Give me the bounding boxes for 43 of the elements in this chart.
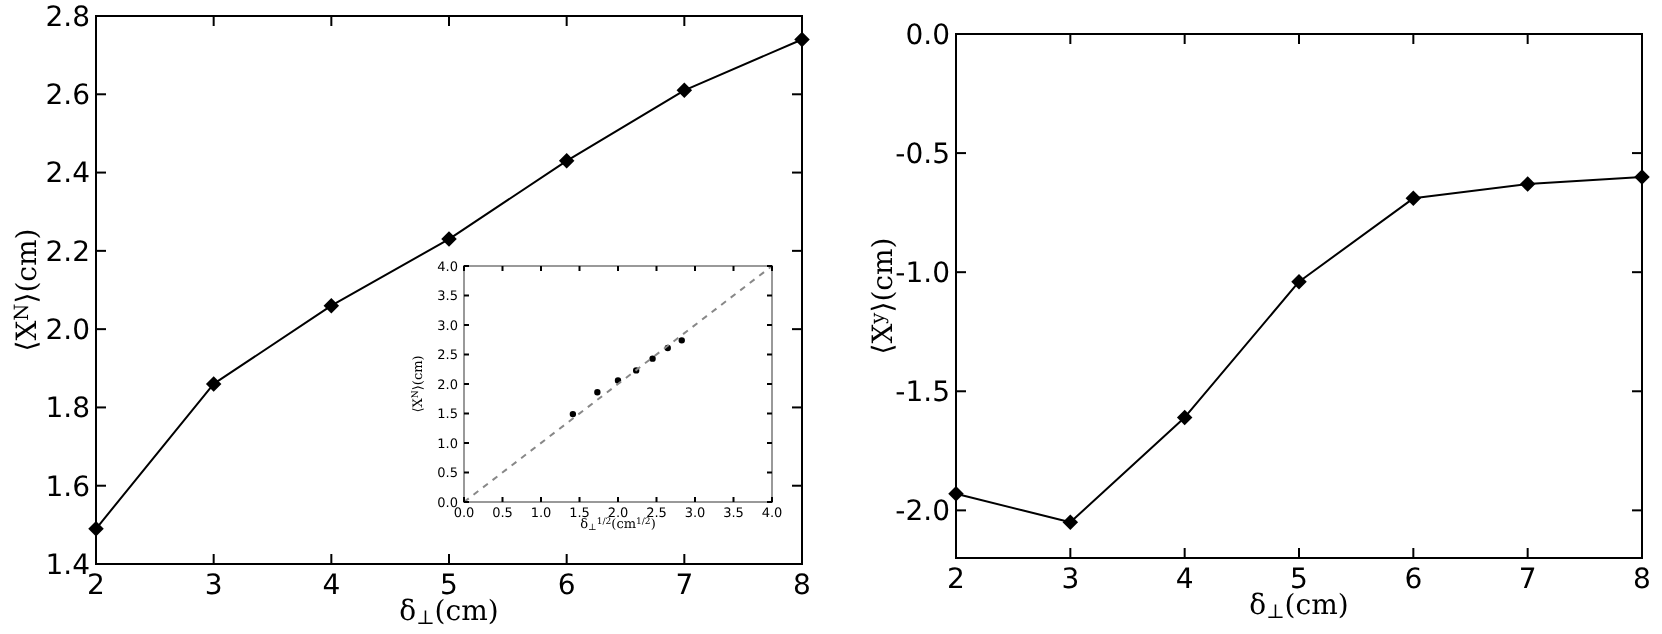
y-tick-label: 0.0 <box>905 19 950 52</box>
x-tick-label: 5 <box>440 570 458 602</box>
x-tick-label: 2 <box>947 564 965 596</box>
y-tick-label: -0.5 <box>895 138 950 171</box>
y-tick-label: 1.4 <box>45 549 91 582</box>
x-tick-label: 4 <box>322 570 341 602</box>
x-tick-label: 7 <box>675 570 694 602</box>
y-tick-label: 2.2 <box>45 236 90 269</box>
point <box>1405 190 1422 207</box>
point <box>1176 409 1193 426</box>
point <box>1291 273 1307 290</box>
y-tick-label: 2.0 <box>45 314 90 347</box>
point <box>676 82 693 99</box>
point <box>205 376 222 392</box>
x-tick-label: 8 <box>1633 564 1651 596</box>
x-tick-label: 3 <box>1061 564 1080 596</box>
x-axis-title: δ$_{⊥}$(cm) <box>1249 590 1349 624</box>
y-tick-label: -1.5 <box>895 377 950 410</box>
point <box>1519 176 1536 192</box>
point <box>558 153 575 169</box>
y-tick-label: 2.6 <box>45 80 91 113</box>
x-tick-label: 8 <box>793 570 811 602</box>
point <box>569 410 577 418</box>
y-tick-label: 2.4 <box>45 158 91 191</box>
point <box>441 231 457 247</box>
point <box>649 355 656 362</box>
x-tick-label: 6 <box>1404 564 1423 596</box>
y-tick-label: 1.8 <box>45 393 90 426</box>
point <box>323 297 340 314</box>
x-tick-label: 3 <box>204 570 223 602</box>
x-tick-label: 7 <box>1518 564 1537 596</box>
x-tick-label: 4 <box>1175 564 1194 596</box>
point <box>678 337 685 344</box>
x-tick-label: 6 <box>557 570 576 602</box>
y-tick-label: 2.8 <box>45 1 90 34</box>
y-tick-label: -2.0 <box>895 496 950 529</box>
x-tick-label: 5 <box>1290 564 1308 596</box>
point <box>594 389 601 396</box>
x-axis-title: δ$_{⊥}$(cm) <box>399 596 499 630</box>
point <box>1062 514 1079 531</box>
y-tick-label: 1.6 <box>45 471 91 504</box>
y-tick-label: -1.0 <box>895 257 950 290</box>
x-tick-label: 2 <box>87 570 105 602</box>
